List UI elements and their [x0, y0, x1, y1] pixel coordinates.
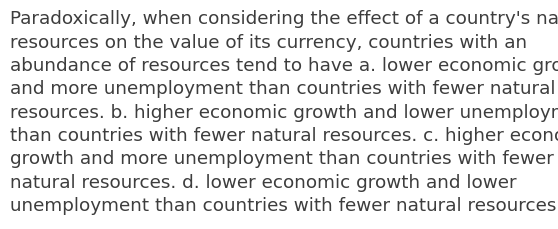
Text: Paradoxically, when considering the effect of a country's natural
resources on t: Paradoxically, when considering the effe…: [10, 10, 558, 214]
